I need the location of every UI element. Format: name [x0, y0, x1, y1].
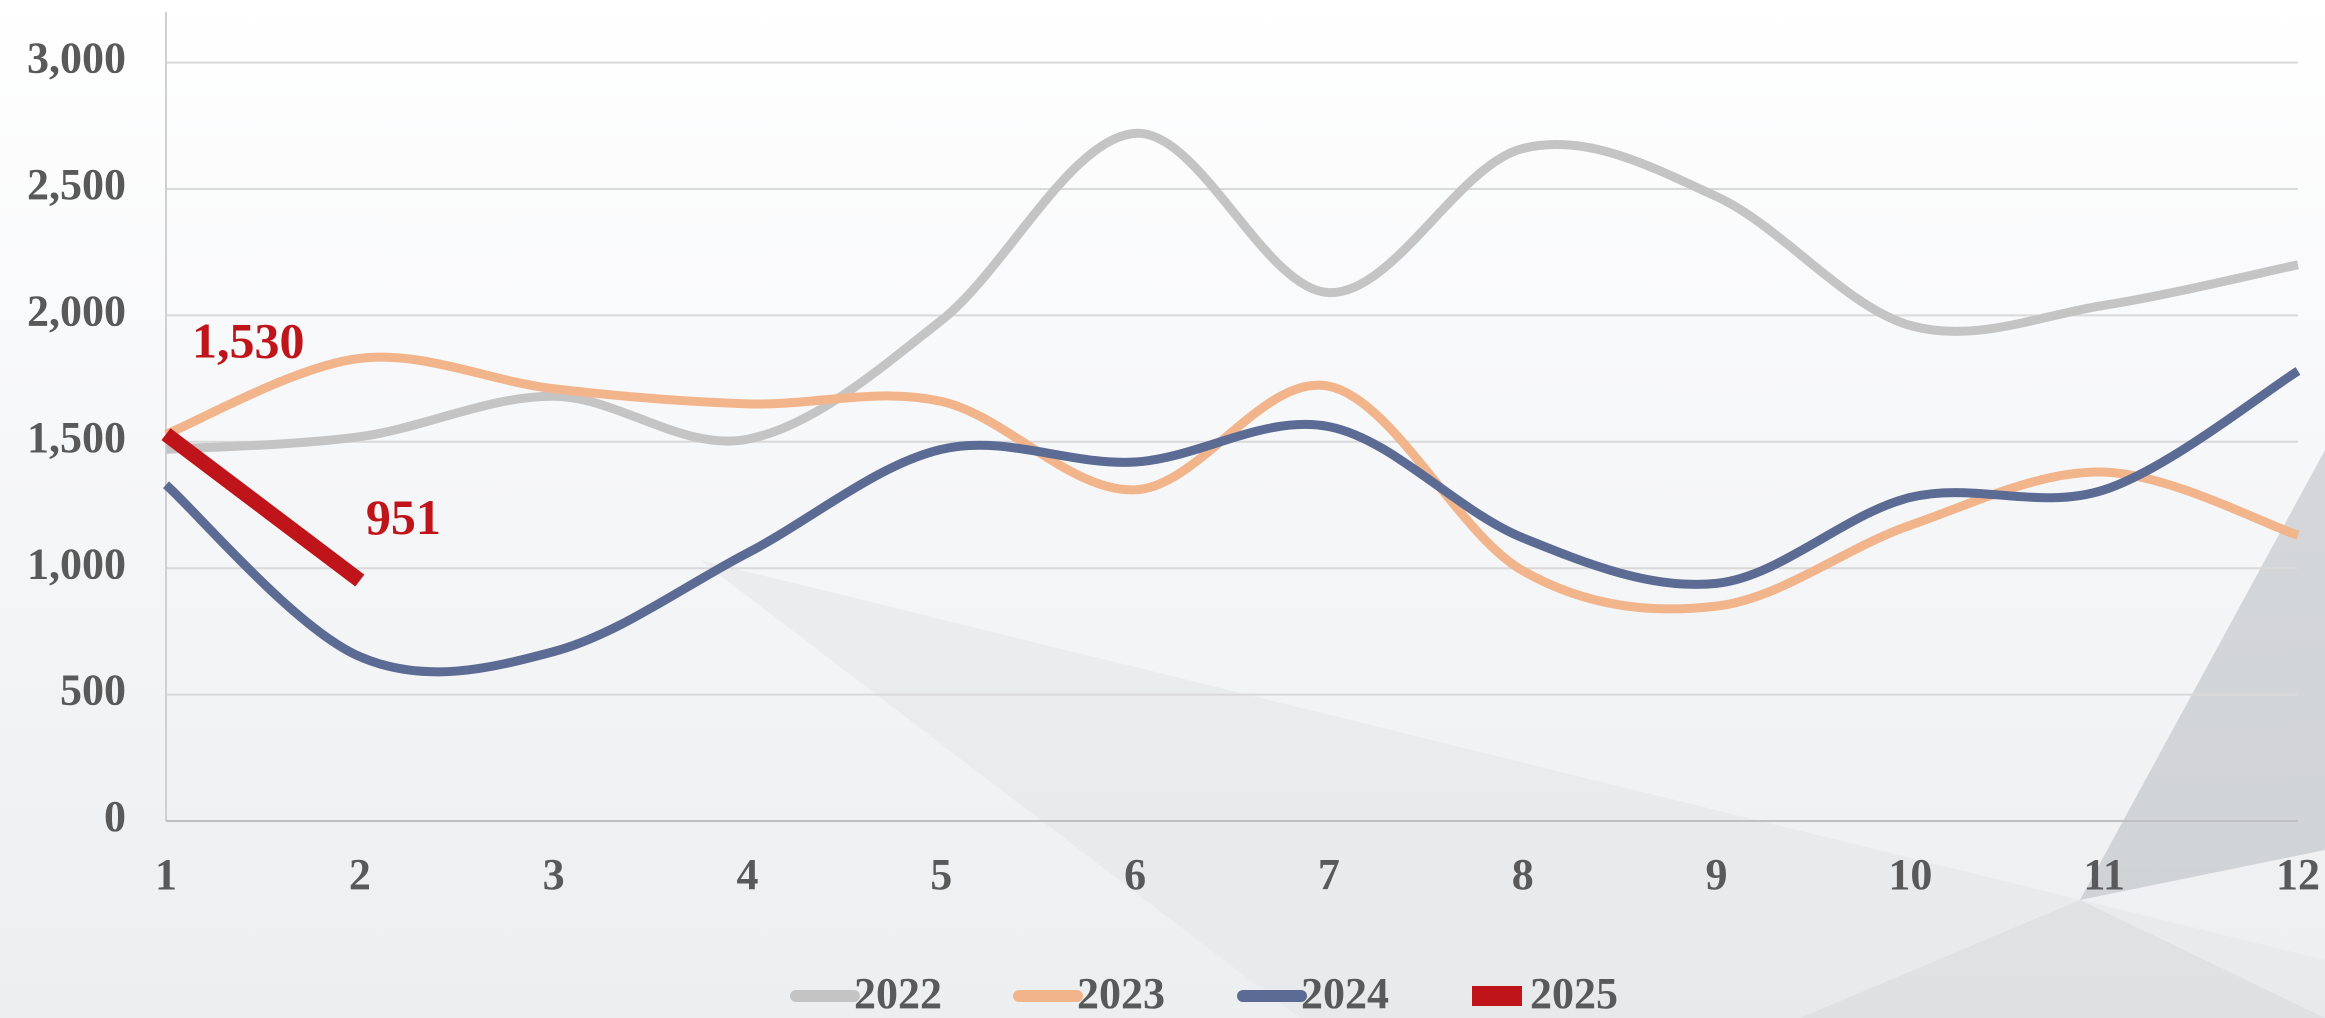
- y-tick-label: 2,500: [27, 160, 126, 209]
- y-tick-label: 3,000: [27, 34, 126, 83]
- x-tick-label: 11: [2083, 850, 2125, 899]
- x-tick-label: 2: [349, 850, 371, 899]
- x-tick-label: 12: [2276, 850, 2320, 899]
- line-series: [165, 128, 2299, 454]
- y-tick-label: 1,500: [27, 413, 126, 462]
- x-tick-label: 3: [543, 850, 565, 899]
- data-label: 1,530: [192, 313, 305, 369]
- x-tick-label: 6: [1124, 850, 1146, 899]
- legend-label: 2025: [1530, 969, 1618, 1018]
- x-tick-label: 10: [1888, 850, 1932, 899]
- legend-marker: [1472, 986, 1522, 1006]
- line-series: [163, 367, 2301, 677]
- y-tick-label: 2,000: [27, 286, 126, 335]
- x-tick-label: 7: [1318, 850, 1340, 899]
- x-tick-label: 1: [155, 850, 177, 899]
- x-tick-label: 8: [1512, 850, 1534, 899]
- background-decor: [700, 450, 2325, 1018]
- data-label: 951: [366, 489, 441, 545]
- legend-label: 2023: [1077, 969, 1165, 1018]
- x-tick-label: 9: [1706, 850, 1728, 899]
- x-tick-label: 5: [930, 850, 952, 899]
- y-tick-label: 500: [60, 666, 126, 715]
- line-series: [164, 352, 2300, 614]
- legend-label: 2024: [1301, 969, 1389, 1018]
- y-tick-label: 0: [104, 792, 126, 841]
- y-tick-label: 1,000: [27, 539, 126, 588]
- line-series: [161, 428, 365, 587]
- legend-label: 2022: [854, 969, 942, 1018]
- x-tick-label: 4: [736, 850, 758, 899]
